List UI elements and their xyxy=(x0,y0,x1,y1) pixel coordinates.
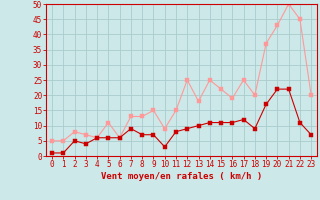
X-axis label: Vent moyen/en rafales ( km/h ): Vent moyen/en rafales ( km/h ) xyxy=(101,172,262,181)
